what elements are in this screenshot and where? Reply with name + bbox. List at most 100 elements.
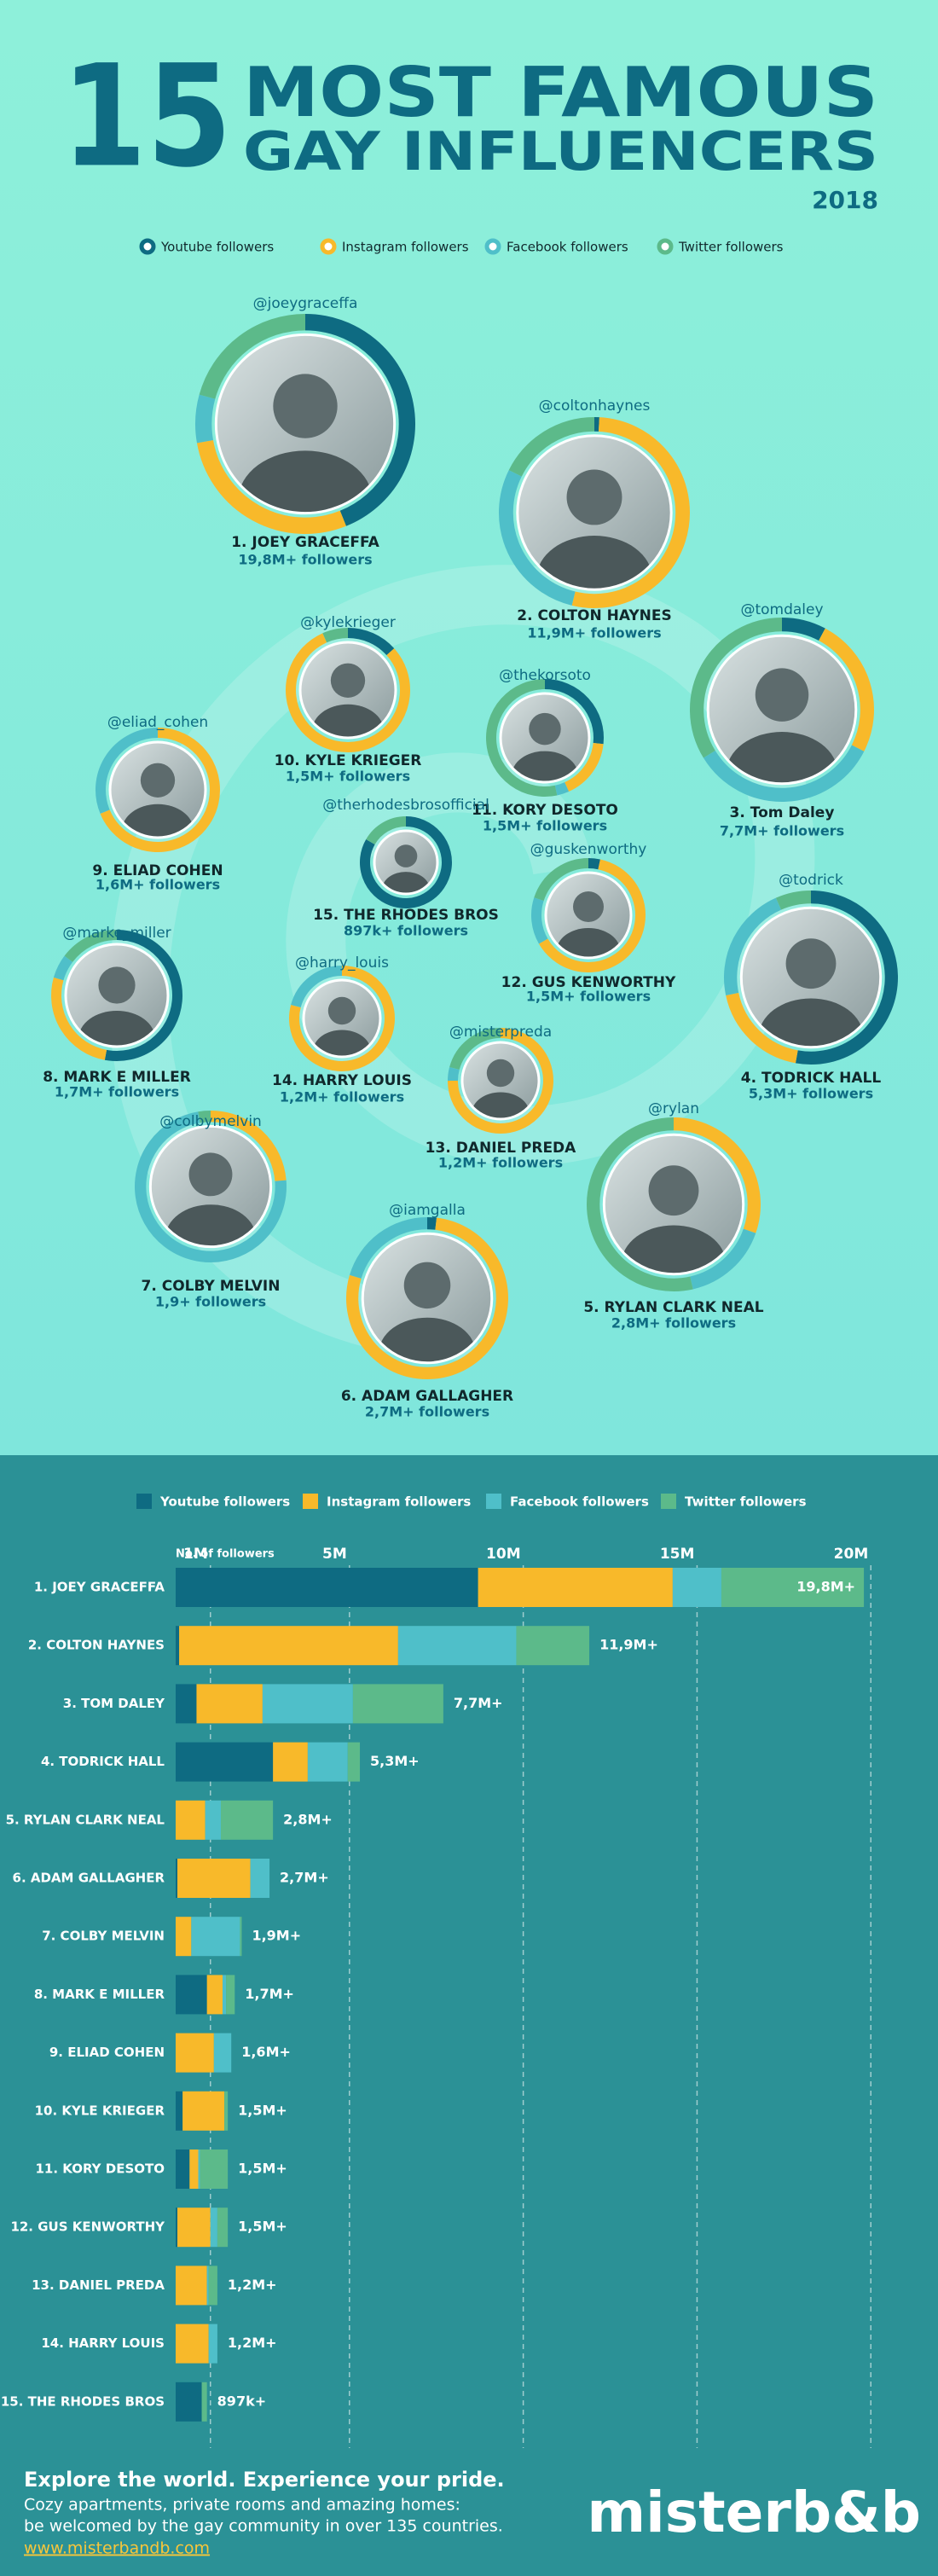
photo-shoulders [379,1317,476,1363]
footer-url[interactable]: www.misterbandb.com [24,2539,210,2558]
bar-segment [176,2208,178,2248]
ring-segment [51,977,107,1060]
category-label: 7. COLBY MELVIN [42,1929,165,1944]
profile-photo [300,642,396,738]
profile-handle: @eliad_cohen [107,714,208,731]
profile-photo [374,831,437,894]
legend-marker [484,238,501,255]
ring-segment [53,955,73,981]
bar-segment [176,1800,206,1840]
profile-followers: 5,3M+ followers [749,1086,873,1102]
photo-head [566,469,622,525]
profile-photo [741,908,881,1047]
bar-segment [352,1684,443,1724]
bar-segment [198,2150,200,2189]
photo-head [330,663,366,698]
bar-segment [176,1975,207,2015]
footer-line1: Cozy apartments, private rooms and amazi… [24,2496,460,2515]
bar-segment [176,1742,274,1782]
ring-segment [534,858,589,902]
x-tick-label: 5M [322,1546,347,1563]
profile-name: 3. Tom Daley [730,804,835,821]
photo-shoulders [512,751,578,782]
bar-segment [176,1917,192,1957]
category-label: 4. TODRICK HALL [41,1754,165,1769]
profile-handle: @iamgalla [389,1202,466,1219]
profile-name: 5. RYLAN CLARK NEAL [583,1299,763,1316]
bar-segment [196,1684,263,1724]
legend-swatch [486,1494,501,1509]
category-label: 2. COLTON HAYNES [28,1638,165,1653]
ring-segment [819,628,874,751]
bar-segment [273,1742,308,1782]
ring-segment [286,633,410,752]
photo-head [327,996,356,1025]
profile-followers: 1,7M+ followers [55,1084,179,1100]
profile-handle: @coltonhaynes [539,397,651,415]
photo-border [499,692,591,784]
profile-followers: 2,7M+ followers [365,1404,489,1420]
profile-handle: @todrick [779,872,843,889]
profile-photo [708,635,856,784]
ring-segment [195,394,216,444]
legend-marker [657,238,674,255]
ring-segment [104,930,183,1061]
profile-name: 4. TODRICK HALL [741,1070,882,1087]
ring-segment [64,930,118,962]
profile-photo [604,1134,744,1274]
bar-segment [176,2091,183,2131]
profile-followers: 1,2M+ followers [438,1155,563,1171]
profile-handle: @thekorsoto [499,667,591,684]
bar-segment [205,1800,221,1840]
ring-segment [775,891,812,910]
bar-segment [176,2033,214,2073]
bar-segment [176,2266,207,2306]
bar-segment [226,1975,235,2015]
photo-border [108,740,207,839]
ring-segment [449,1028,501,1070]
legend-marker [320,238,337,255]
bar-segment [516,1626,590,1666]
header-line2: GAY INFLUENCERS [243,120,878,183]
profile-handle: @harry_louis [295,954,389,972]
photo-border [706,634,858,786]
profile-followers: 1,9+ followers [155,1294,266,1310]
header-year: 2018 [812,186,878,214]
total-label: 1,2M+ [228,2277,277,2293]
photo-shoulders [726,732,838,784]
profile-photo [304,980,380,1057]
photo-shoulders [556,928,621,958]
bar-segment [721,1568,865,1607]
footer-line2: be welcomed by the gay community in over… [24,2517,503,2536]
ring-segment [531,897,548,944]
ring-segment [346,1217,508,1379]
profile-handle: @colbymelvin [159,1113,262,1130]
ring-segment [571,417,690,608]
profile-handle: @misterpreda [449,1024,552,1041]
photo-head [573,891,604,922]
bar-segment [223,1975,227,2015]
ring-segment [304,314,415,526]
bar-segment [176,1568,478,1607]
ring-segment [289,966,395,1071]
bar-segment [307,1742,348,1782]
legend-swatch [136,1494,152,1509]
total-label: 1,7M+ [245,1986,294,2002]
category-label: 6. ADAM GALLAGHER [13,1871,165,1886]
photo-shoulders [313,1030,371,1057]
legend-label: Youtube followers [160,240,274,255]
photo-border [214,333,397,515]
profile-name: 12. GUS KENWORTHY [501,974,676,991]
legend-label: Instagram followers [327,1494,471,1510]
ring-segment [554,782,570,796]
bar-segment [262,1684,353,1724]
ring-segment [673,1117,761,1233]
bar-segment [250,1859,270,1898]
category-label: 5. RYLAN CLARK NEAL [6,1812,165,1827]
photo-shoulders [122,804,194,838]
ring-segment [703,745,865,802]
legend-label: Youtube followers [159,1494,290,1510]
photo-head [648,1165,699,1216]
legend-swatch [303,1494,318,1509]
